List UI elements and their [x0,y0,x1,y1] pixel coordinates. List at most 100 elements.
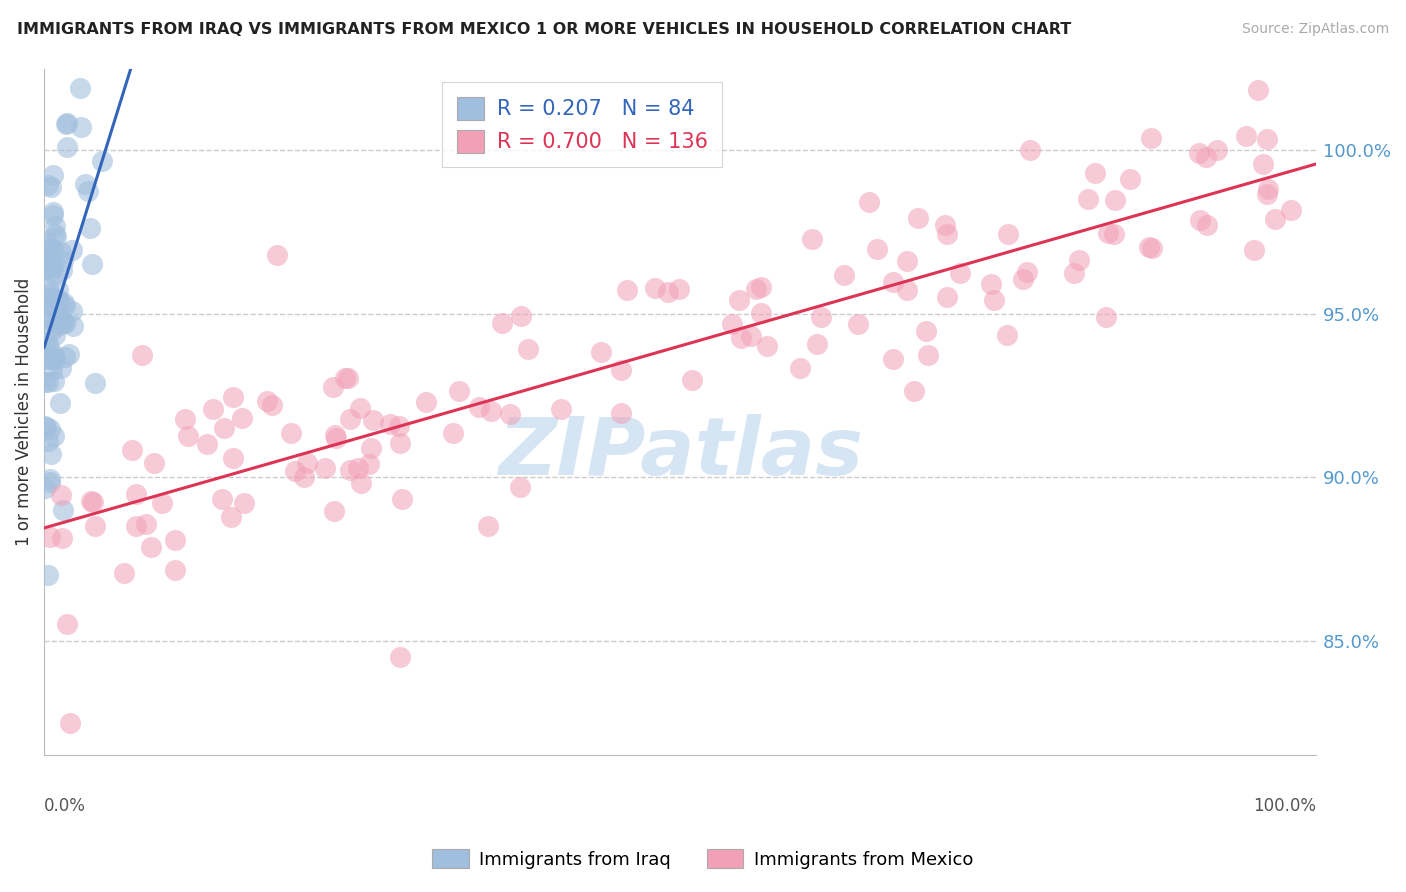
Point [42,351,65,366]
Point [69,120,91,134]
Point [232,495,254,509]
Point [52,503,75,517]
Point [44,316,66,330]
Point [39,531,62,545]
Point [260,398,283,412]
Point [256,393,278,408]
Point [866,243,889,257]
Point [150,496,173,510]
Point [60,244,83,258]
Point [58,347,80,361]
Point [1084,165,1107,179]
Point [56,140,79,154]
Point [800,232,823,246]
Point [980,277,1002,291]
Point [174,411,197,425]
Point [1104,194,1126,208]
Point [681,373,703,387]
Point [46,318,69,333]
Point [79,494,101,508]
Text: 0.0%: 0.0% [44,797,86,814]
Point [34,235,56,249]
Point [517,342,540,356]
Point [45,230,67,244]
Point [38,339,60,353]
Point [51,263,73,277]
Point [1257,182,1279,196]
Point [509,480,531,494]
Point [610,406,633,420]
Point [1118,171,1140,186]
Point [42,204,65,219]
Point [51,532,73,546]
Point [755,339,778,353]
Point [510,309,533,323]
Point [41,292,63,306]
Point [69,80,91,95]
Point [53,316,76,330]
Point [337,370,360,384]
Point [44,429,66,443]
Point [35,334,58,349]
Point [91,154,114,169]
Point [41,260,63,275]
Point [361,413,384,427]
Point [83,518,105,533]
Point [49,361,72,376]
Point [280,426,302,441]
Point [936,227,959,241]
Point [391,491,413,506]
Point [266,248,288,262]
Point [1077,192,1099,206]
Point [357,457,380,471]
Point [62,318,84,333]
Point [740,328,762,343]
Point [730,331,752,345]
Point [53,351,76,365]
Point [38,475,60,489]
Point [201,402,224,417]
Point [1067,253,1090,268]
Point [135,517,157,532]
Point [1251,157,1274,171]
Point [1234,128,1257,143]
Point [39,309,62,323]
Point [1137,240,1160,254]
Point [1140,241,1163,255]
Point [69,34,91,48]
Point [112,566,135,580]
Point [82,495,104,509]
Point [42,300,65,314]
Point [34,262,56,277]
Text: ZIPatlas: ZIPatlas [498,414,863,492]
Point [1195,150,1218,164]
Point [668,282,690,296]
Point [80,257,103,271]
Point [1095,310,1118,324]
Point [222,451,245,466]
Point [1243,243,1265,257]
Point [38,351,60,366]
Point [882,276,904,290]
Point [415,394,437,409]
Point [38,285,60,300]
Point [1063,266,1085,280]
Legend: R = 0.207   N = 84, R = 0.700   N = 136: R = 0.207 N = 84, R = 0.700 N = 136 [443,82,723,168]
Point [44,352,66,367]
Point [1102,227,1125,242]
Point [322,380,344,394]
Point [499,407,522,421]
Point [34,290,56,304]
Point [295,456,318,470]
Point [903,384,925,398]
Point [212,421,235,435]
Point [292,470,315,484]
Point [896,254,918,268]
Point [907,211,929,225]
Point [60,304,83,318]
Point [468,400,491,414]
Point [657,285,679,299]
Point [39,291,62,305]
Point [917,348,939,362]
Point [749,306,772,320]
